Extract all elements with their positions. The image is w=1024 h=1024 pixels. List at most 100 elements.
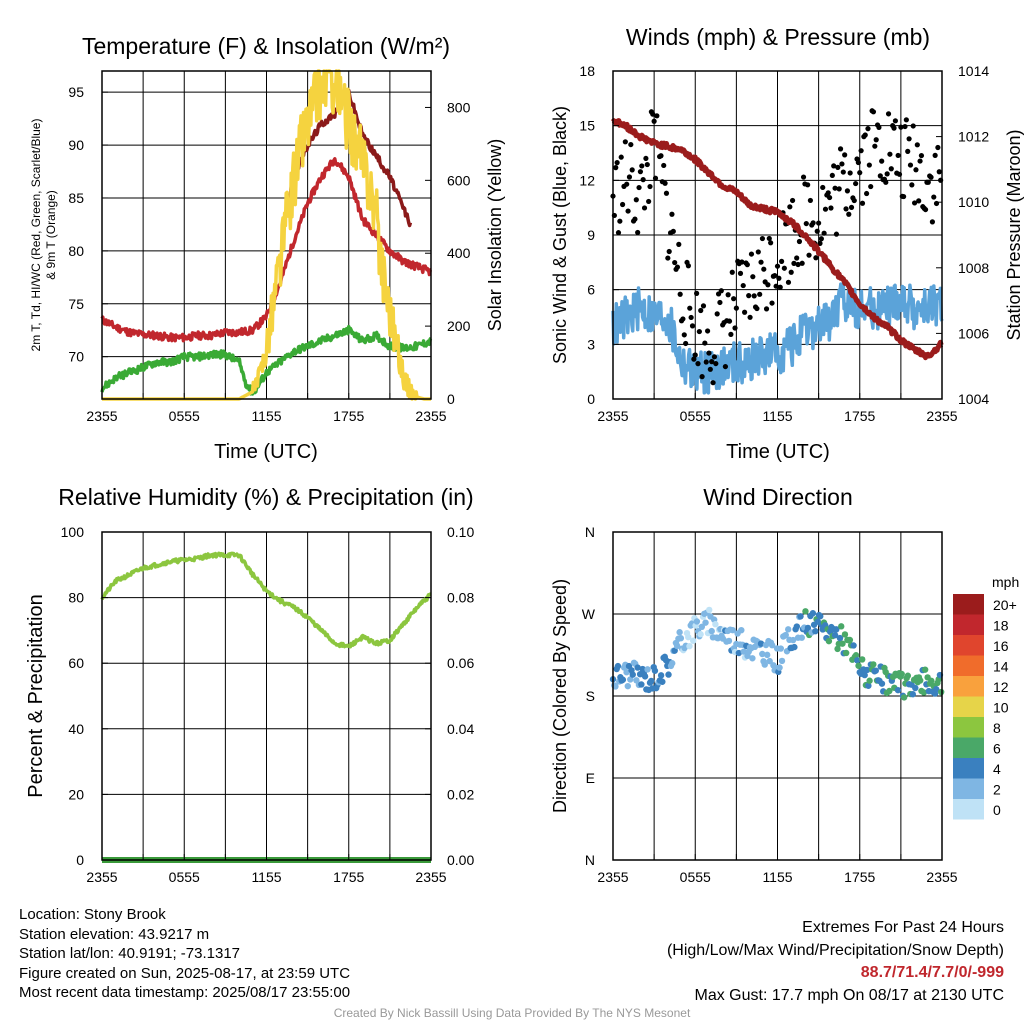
latlon-text: Station lat/lon: 40.9191; -73.1317 <box>19 945 241 962</box>
direction-point <box>665 671 672 678</box>
rh-ylabel: Percent & Precipitation <box>25 594 47 797</box>
gust-point <box>717 299 723 306</box>
direction-point <box>904 672 912 679</box>
y2-tick-label: 1014 <box>958 63 989 79</box>
gust-point <box>835 164 841 170</box>
y2-tick-label: 0.08 <box>447 590 474 606</box>
rh-grid <box>102 532 431 860</box>
x-tick-label: 2355 <box>86 869 117 885</box>
gust-point <box>928 174 934 180</box>
gust-point <box>832 185 838 191</box>
gust-point <box>626 174 633 180</box>
x-tick-label: 2355 <box>597 408 628 424</box>
gust-point <box>794 255 800 261</box>
gust-point <box>763 306 770 312</box>
gust-point <box>728 331 734 337</box>
gust-point <box>779 258 785 264</box>
gust-point <box>903 117 909 123</box>
direction-point <box>766 657 773 665</box>
y-tick-label: 0 <box>76 852 84 868</box>
extremes-values: 88.7/71.4/7.7/0/-999 <box>860 964 1004 981</box>
gust-point <box>632 216 638 222</box>
direction-point <box>833 626 840 633</box>
gust-point <box>884 171 890 177</box>
temp-title: Temperature (F) & Insolation (W/m²) <box>82 33 450 59</box>
y2-tick-label: 0.10 <box>447 524 474 540</box>
direction-point <box>878 680 886 687</box>
direction-point <box>842 649 850 657</box>
gust-point <box>761 266 767 272</box>
gust-point <box>818 236 824 242</box>
gust-point <box>840 169 846 175</box>
gust-point <box>895 152 901 159</box>
direction-point <box>629 671 636 678</box>
gust-point <box>703 359 709 365</box>
gust-point <box>700 303 707 309</box>
y-tick-label: N <box>585 852 595 868</box>
gust-point <box>872 143 878 149</box>
gust-point <box>687 305 693 311</box>
gust-point <box>777 284 783 290</box>
gust-point <box>902 123 908 130</box>
gust-point <box>726 318 733 324</box>
legend-swatch <box>953 655 984 676</box>
x-tick-label: 2355 <box>415 408 446 424</box>
humidity-panel: Relative Humidity (%) & Precipitation (i… <box>25 484 474 885</box>
gust-point <box>822 206 829 212</box>
direction-point <box>749 655 756 662</box>
direction-point <box>693 618 701 625</box>
gust-point <box>862 132 868 138</box>
gust-point <box>883 179 889 185</box>
speed-legend: mph 20+ 18 16 14 12 10 8 6 4 2 0 <box>953 574 1019 820</box>
direction-point <box>841 631 849 638</box>
gust-point <box>625 208 631 214</box>
gust-point <box>810 220 816 226</box>
temp-ticks: 2355 0555 1155 1755 2355 70 75 80 85 90 95 0 200 400 6… <box>68 84 470 424</box>
direction-point <box>798 634 805 641</box>
gust-point <box>907 162 914 168</box>
gust-point <box>870 109 877 115</box>
gust-point <box>933 200 940 207</box>
direction-point <box>644 666 651 673</box>
gust-point <box>663 190 670 196</box>
temp-xlabel: Time (UTC) <box>214 441 318 463</box>
gust-point <box>714 311 720 317</box>
direction-point <box>651 667 659 674</box>
direction-point <box>859 656 866 663</box>
gust-point <box>628 141 634 148</box>
gust-point <box>669 211 675 217</box>
legend-swatch <box>953 594 984 615</box>
gust-point <box>689 323 696 329</box>
x-tick-label: 1155 <box>251 869 281 885</box>
gust-point <box>922 206 929 213</box>
direction-point <box>697 631 704 638</box>
direction-point <box>712 621 719 628</box>
gust-point <box>896 171 903 177</box>
credit-text: Created By Nick Bassill Using Data Provi… <box>333 1006 691 1020</box>
direction-point <box>648 677 655 685</box>
gust-point <box>744 262 750 268</box>
gust-point <box>768 240 774 246</box>
gust-point <box>820 184 826 191</box>
gust-point <box>644 161 650 168</box>
direction-point <box>777 645 784 652</box>
direction-point <box>702 619 709 626</box>
direction-point <box>838 623 845 630</box>
gust-point <box>755 249 761 255</box>
wind-series <box>610 108 944 395</box>
gust-point <box>751 293 757 299</box>
gust-point <box>785 279 792 285</box>
gust-point <box>635 229 641 236</box>
legend-swatch <box>953 635 984 656</box>
legend-swatch <box>953 614 984 635</box>
direction-point <box>850 642 857 649</box>
gust-point <box>683 340 689 347</box>
gust-point <box>666 248 672 255</box>
gust-point <box>932 152 938 158</box>
direction-point <box>641 673 649 680</box>
gust-point <box>685 263 691 269</box>
y-tick-label: 80 <box>68 590 84 606</box>
direction-point <box>698 623 706 631</box>
gust-point <box>676 241 682 247</box>
